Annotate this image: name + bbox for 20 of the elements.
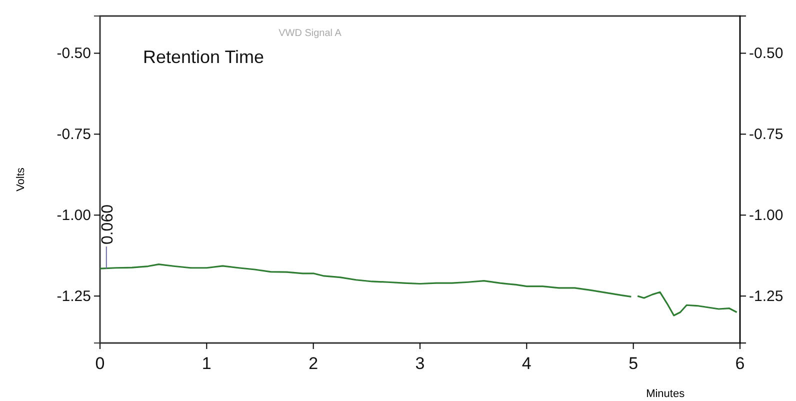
y2-tick-label: -0.50 [749, 45, 784, 62]
x-tick-label: 4 [522, 354, 532, 374]
y2-tick-label: -1.00 [749, 206, 784, 224]
x-axis-title: Minutes [646, 388, 686, 400]
y-tick-label: -1.00 [56, 206, 91, 224]
y-axis-title: Volts [15, 167, 27, 192]
x-tick-label: 2 [308, 354, 318, 374]
x-tick-label: 5 [628, 354, 638, 374]
x-tick-label: 1 [202, 354, 212, 374]
text: Retention Time [143, 47, 264, 67]
y-tick-label: -1.25 [56, 288, 91, 305]
annotation: 0.060 [99, 204, 116, 245]
y-tick-label: -0.75 [56, 126, 91, 143]
x-tick-label: 3 [415, 354, 425, 374]
text: VWD Signal A [278, 28, 342, 39]
y2-tick-label: -1.25 [749, 288, 784, 305]
y2-tick-label: -0.75 [749, 126, 784, 143]
y-tick-label: -0.50 [56, 45, 91, 62]
x-tick-label: 0 [95, 354, 105, 374]
x-tick-label: 6 [735, 354, 745, 374]
